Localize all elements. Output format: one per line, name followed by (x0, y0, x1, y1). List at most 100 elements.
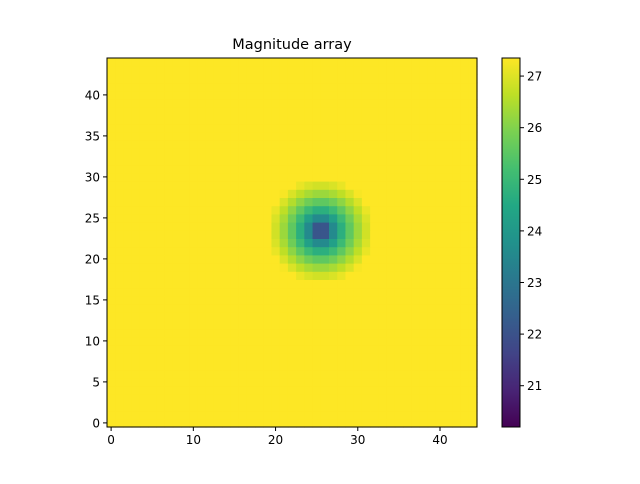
heatmap-cell (312, 238, 322, 248)
heatmap-cell (139, 115, 149, 125)
heatmap-cell (181, 304, 190, 313)
heatmap-cell (337, 82, 347, 92)
heatmap-cell (394, 66, 404, 75)
heatmap-cell (271, 287, 281, 297)
heatmap-cell (403, 238, 412, 248)
heatmap-cell (427, 115, 437, 125)
heatmap-cell (148, 181, 157, 190)
heatmap-cell (378, 140, 388, 149)
heatmap-cell (435, 74, 445, 84)
heatmap-cell (353, 213, 363, 223)
heatmap-cell (468, 58, 478, 67)
heatmap-cell (378, 107, 388, 116)
heatmap-cell (263, 115, 273, 125)
heatmap-cell (197, 189, 207, 198)
heatmap-cell (279, 295, 289, 305)
heatmap-cell (131, 238, 141, 248)
heatmap-cell (386, 336, 396, 346)
heatmap-cell (279, 353, 289, 362)
heatmap-cell (370, 230, 379, 239)
heatmap-cell (394, 82, 404, 92)
heatmap-cell (115, 148, 125, 157)
heatmap-cell (197, 287, 207, 297)
heatmap-cell (148, 230, 157, 239)
heatmap-cell (329, 82, 338, 92)
heatmap-cell (419, 205, 429, 215)
heatmap-cell (213, 304, 223, 313)
heatmap-cell (403, 312, 412, 321)
heatmap-cell (304, 263, 314, 272)
heatmap-cell (386, 213, 396, 223)
heatmap-cell (271, 320, 281, 330)
heatmap-cell (115, 123, 125, 133)
heatmap-cell (197, 386, 207, 395)
heatmap-cell (205, 271, 215, 280)
heatmap-cell (139, 345, 149, 354)
heatmap-cell (403, 377, 412, 387)
heatmap-cell (337, 328, 347, 338)
heatmap-cell (172, 230, 182, 239)
heatmap-cell (312, 246, 322, 256)
heatmap-cell (353, 353, 363, 362)
heatmap-cell (181, 402, 190, 412)
heatmap-cell (189, 181, 199, 190)
heatmap-cell (115, 66, 125, 75)
heatmap-cell (394, 279, 404, 289)
heatmap-cell (123, 410, 133, 420)
heatmap-cell (246, 74, 256, 84)
heatmap-cell (197, 58, 207, 67)
heatmap-cell (287, 345, 297, 354)
heatmap-cell (238, 386, 248, 395)
heatmap-cell (394, 328, 404, 338)
heatmap-cell (304, 312, 314, 321)
heatmap-cell (411, 263, 421, 272)
heatmap-cell (337, 90, 347, 100)
heatmap-cell (353, 304, 363, 313)
heatmap-cell (287, 295, 297, 305)
heatmap-cell (370, 131, 379, 141)
heatmap-cell (230, 66, 240, 75)
heatmap-cell (337, 66, 347, 75)
heatmap-cell (304, 345, 314, 354)
heatmap-cell (271, 205, 281, 215)
heatmap-cell (378, 377, 388, 387)
colorbar-tick-label: 25 (527, 173, 542, 187)
heatmap-cell (419, 238, 429, 248)
heatmap-cell (361, 181, 371, 190)
heatmap-cell (148, 156, 157, 166)
heatmap-cell (115, 107, 125, 116)
heatmap-cell (444, 172, 453, 182)
heatmap-cell (230, 107, 240, 116)
heatmap-cell (271, 410, 281, 420)
heatmap-cell (394, 386, 404, 395)
heatmap-cell (205, 377, 215, 387)
heatmap-cell (123, 148, 133, 157)
y-tick-label: 10 (85, 334, 100, 348)
heatmap-cell (156, 271, 166, 280)
heatmap-cell (255, 107, 264, 116)
heatmap-cell (139, 205, 149, 215)
heatmap-cell (205, 148, 215, 157)
heatmap-cell (345, 377, 355, 387)
heatmap-cell (131, 418, 141, 428)
heatmap-cell (320, 140, 330, 149)
heatmap-cell (115, 131, 125, 141)
heatmap-cell (156, 320, 166, 330)
heatmap-cell (337, 205, 347, 215)
heatmap-cell (123, 82, 133, 92)
heatmap-cell (468, 197, 478, 207)
heatmap-cell (361, 369, 371, 379)
heatmap-cell (181, 131, 190, 141)
heatmap-cell (304, 287, 314, 297)
heatmap-cell (181, 246, 190, 256)
heatmap-cell (263, 205, 273, 215)
heatmap-cell (139, 377, 149, 387)
heatmap-cell (435, 386, 445, 395)
heatmap-cell (172, 90, 182, 100)
heatmap-cell (337, 353, 347, 362)
heatmap-cell (444, 263, 453, 272)
heatmap-cell (222, 304, 231, 313)
heatmap-cell (230, 197, 240, 207)
heatmap-cell (353, 394, 363, 403)
heatmap-cell (189, 271, 199, 280)
